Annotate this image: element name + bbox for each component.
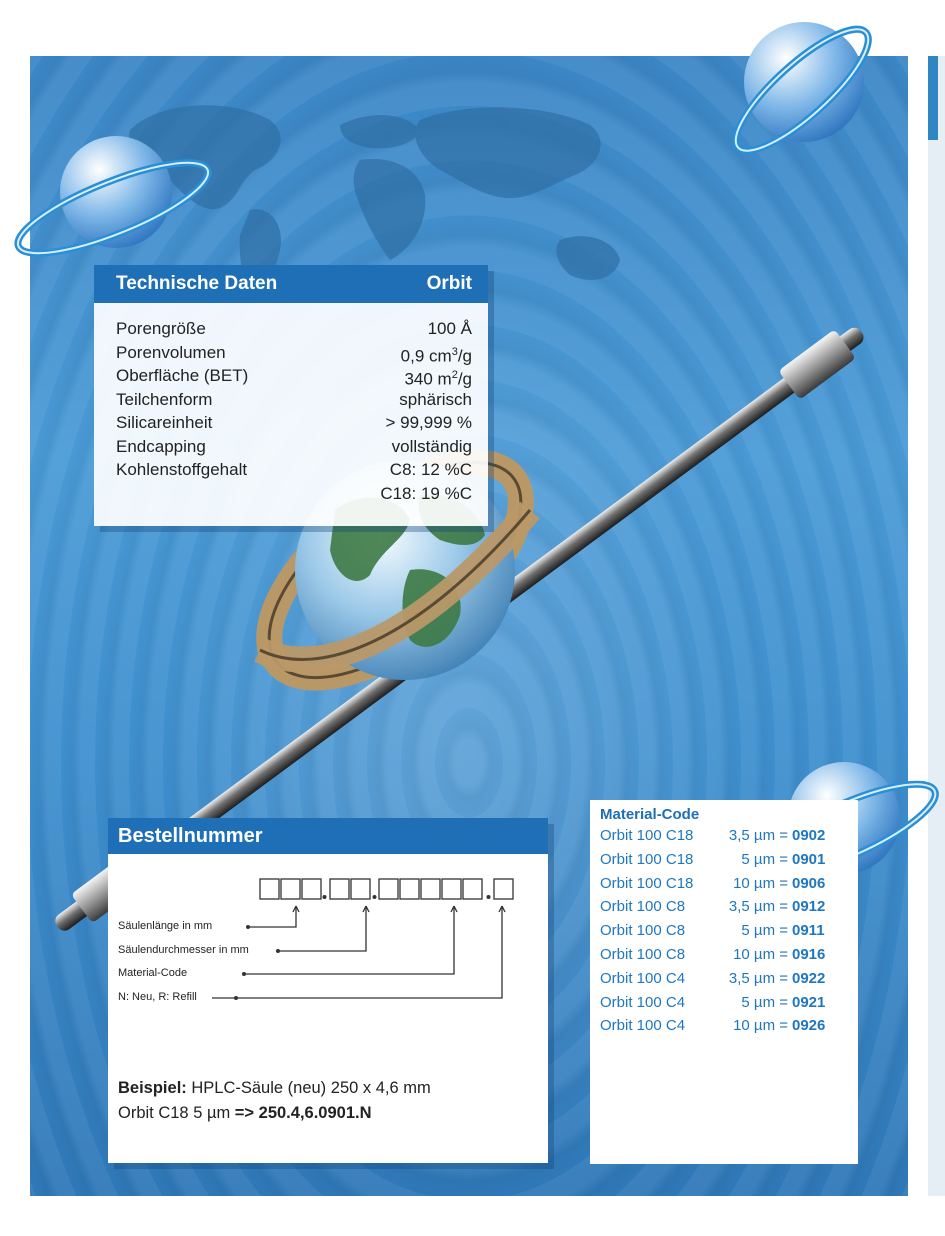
order-number-heading: Bestellnummer: [108, 818, 548, 854]
tech-row: Silicareinheit > 99,999 %: [116, 411, 472, 435]
material-name: Orbit 100 C4: [600, 993, 686, 1011]
material-row: Orbit 100 C18 5 µm = 0901: [600, 848, 852, 872]
material-name: Orbit 100 C4: [600, 969, 686, 987]
material-code-value: 0901: [792, 850, 826, 868]
technical-data-product-heading: Orbit: [426, 273, 472, 294]
material-code-value: 0922: [792, 969, 826, 987]
material-size: 3,5 µm =: [728, 827, 788, 844]
tech-row-value: > 99,999 %: [385, 413, 473, 432]
material-name: Orbit 100 C8: [600, 898, 686, 916]
material-row: Orbit 100 C8 5 µm = 0911: [600, 919, 852, 943]
material-code-title: Material-Code: [600, 806, 700, 823]
tech-row-label: Porenvolumen: [116, 342, 226, 362]
material-row: Orbit 100 C4 5 µm = 0921: [600, 991, 852, 1015]
material-row: Orbit 100 C8 3,5 µm = 0912: [600, 895, 852, 919]
tech-row: Oberfläche (BET) 340 m2/g: [116, 364, 472, 389]
material-name: Orbit 100 C4: [600, 1017, 686, 1035]
material-size: 5 µm =: [741, 922, 788, 940]
planet-icon-top-left: [14, 136, 212, 257]
material-row: Orbit 100 C18 3,5 µm = 0902: [600, 824, 852, 848]
material-code-table: Material-Code Orbit 100 C18 3,5 µm = 0902 …: [590, 800, 858, 1164]
material-name: Orbit 100 C18: [600, 874, 694, 892]
material-code-value: 0921: [792, 993, 826, 1011]
material-code-value: 0926: [792, 1017, 826, 1035]
material-code-value: 0902: [792, 827, 826, 844]
tech-row-value: C8: 12 %C: [389, 460, 472, 479]
technical-data-header: Technische Daten Orbit: [94, 265, 488, 303]
tech-row-value: C18: 19 %C: [380, 483, 472, 503]
tech-row-value: 340 m2/g: [404, 369, 472, 389]
technical-data-table: Technische Daten Orbit Porengröße 100 Å …: [94, 265, 488, 526]
material-name: Orbit 100 C18: [600, 850, 694, 868]
material-size: 10 µm =: [733, 874, 788, 892]
tech-row-value: sphärisch: [399, 389, 472, 409]
example-line1: HPLC-Säule (neu) 250 x 4,6 mm: [186, 1079, 431, 1097]
tech-row: Teilchenform sphärisch: [116, 388, 472, 412]
tech-row-label: Porengröße: [116, 319, 206, 338]
material-name: Orbit 100 C18: [600, 827, 694, 844]
material-name: Orbit 100 C8: [600, 922, 686, 940]
material-size: 5 µm =: [741, 850, 788, 868]
tech-row-label: Endcapping: [116, 436, 206, 456]
material-size: 10 µm =: [733, 1017, 788, 1035]
tech-row: Endcapping vollständig: [116, 435, 472, 459]
tech-row-value: 0,9 cm3/g: [400, 345, 472, 366]
material-row: Orbit 100 C4 10 µm = 0926: [600, 1014, 852, 1038]
example-line2: Orbit C18 5 µm: [118, 1104, 235, 1122]
label-material-code: Material-Code: [118, 967, 188, 979]
label-column-length: Säulenlänge in mm: [118, 920, 213, 932]
order-number-diagram: [212, 878, 514, 1000]
tech-row-value: vollständig: [391, 436, 472, 456]
tech-row: Porengröße 100 Å: [116, 317, 472, 341]
order-number-panel: Bestellnummer: [108, 818, 548, 1163]
tech-row: Porenvolumen 0,9 cm3/g: [116, 341, 472, 366]
material-size: 3,5 µm =: [728, 898, 788, 916]
tech-row-label: Kohlenstoffgehalt: [116, 460, 248, 479]
material-name: Orbit 100 C8: [600, 945, 686, 963]
world-map-graphic: [129, 105, 620, 305]
material-code-value: 0916: [792, 945, 826, 963]
material-row: Orbit 100 C8 10 µm = 0916: [600, 943, 852, 967]
material-row: Orbit 100 C4 3,5 µm = 0922: [600, 967, 852, 991]
material-code-value: 0911: [792, 922, 825, 940]
material-size: 5 µm =: [741, 993, 788, 1011]
tech-row: C18: 19 %C: [116, 482, 472, 506]
tech-row-label: Teilchenform: [116, 389, 213, 409]
material-size: 10 µm =: [733, 945, 788, 963]
example-order-number: => 250.4,6.0901.N: [234, 1104, 372, 1122]
right-edge-tab: [928, 56, 938, 140]
material-row: Orbit 100 C18 10 µm = 0906: [600, 872, 852, 896]
label-new-refill: N: Neu, R: Refill: [118, 991, 197, 1003]
material-size: 3,5 µm =: [728, 969, 788, 987]
example-label: Beispiel:: [118, 1079, 187, 1097]
tech-row-label: Silicareinheit: [116, 413, 213, 432]
material-code-value: 0906: [792, 874, 826, 892]
label-column-diameter: Säulendurchmesser in mm: [118, 944, 249, 956]
material-code-value: 0912: [792, 898, 826, 916]
tech-row: Kohlenstoffgehalt C8: 12 %C: [116, 458, 472, 482]
planet-icon-top-right: [732, 22, 872, 155]
order-example: Beispiel: HPLC-Säule (neu) 250 x 4,6 mm …: [118, 1076, 431, 1126]
tech-row-value: 100 Å: [427, 319, 472, 338]
right-margin-strip: [928, 56, 945, 1196]
tech-row-label: Oberfläche (BET): [116, 366, 249, 385]
technical-data-heading: Technische Daten: [116, 273, 278, 294]
